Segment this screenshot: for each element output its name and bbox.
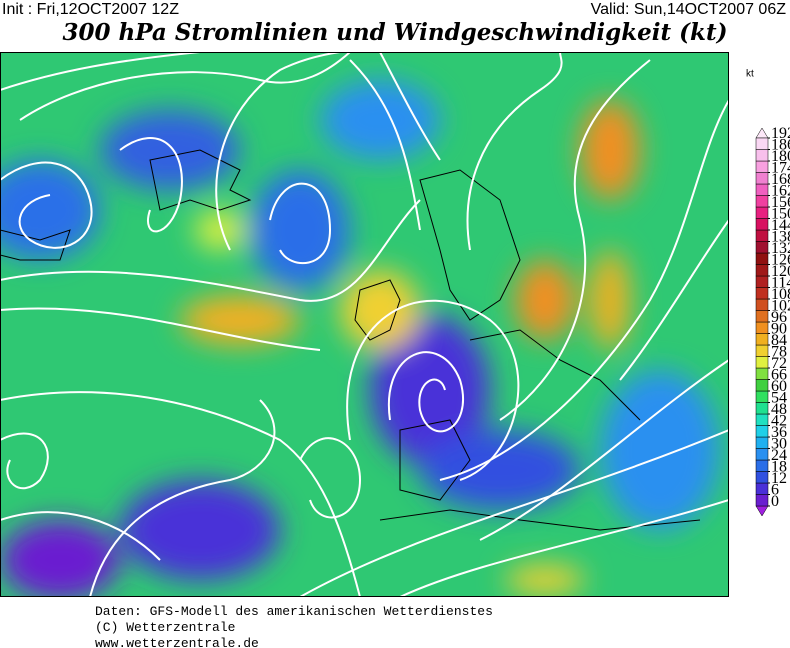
colorbar-band: [755, 287, 769, 300]
colorbar-label: 24: [771, 447, 787, 464]
colorbar-arrow: [755, 127, 769, 139]
colorbar-label: 126: [771, 252, 790, 269]
colorbar-band: [755, 241, 769, 254]
colorbar-label: 120: [771, 263, 790, 280]
colorbar-band: [755, 137, 769, 150]
init-time: Init : Fri,12OCT2007 12Z: [2, 1, 179, 18]
colorbar-band: [755, 471, 769, 484]
colorbar-label: 180: [771, 148, 790, 165]
colorbar-band: [755, 229, 769, 242]
streamlines: [0, 52, 729, 597]
colorbar-label: 0: [771, 493, 779, 510]
colorbar-label: 108: [771, 286, 790, 303]
colorbar-band: [755, 482, 769, 495]
colorbar-label: 72: [771, 355, 787, 372]
map-title: 300 hPa Stromlinien und Windgeschwindigk…: [63, 19, 728, 46]
colorbar-label: 132: [771, 240, 790, 257]
colorbar-label: 84: [771, 332, 787, 349]
colorbar-label: 144: [771, 217, 790, 234]
colorbar-band: [755, 252, 769, 265]
colorbar-label: 60: [771, 378, 787, 395]
colorbar-band: [755, 264, 769, 277]
colorbar-label: 54: [771, 390, 787, 407]
colorbar-band: [755, 459, 769, 472]
colorbar-label: 78: [771, 344, 787, 361]
colorbar-band: [755, 275, 769, 288]
colorbar-band: [755, 333, 769, 346]
colorbar-label: 96: [771, 309, 787, 326]
colorbar-label: 30: [771, 436, 787, 453]
colorbar-label: 66: [771, 367, 787, 384]
colorbar-unit: kt: [746, 69, 754, 80]
colorbar-arrow: [755, 505, 769, 517]
colorbar-band: [755, 218, 769, 231]
colorbar-label: 48: [771, 401, 787, 418]
colorbar-label: 12: [771, 470, 787, 487]
colorbar: 0612182430364248546066727884909610210811…: [755, 125, 790, 517]
colorbar-band: [755, 298, 769, 311]
colorbar-label: 162: [771, 183, 790, 200]
colorbar-band: [755, 344, 769, 357]
colorbar-band: [755, 436, 769, 449]
colorbar-label: 150: [771, 206, 790, 223]
colorbar-label: 90: [771, 321, 787, 338]
colorbar-band: [755, 206, 769, 219]
colorbar-label: 114: [771, 275, 790, 292]
colorbar-band: [755, 160, 769, 173]
colorbar-label: 42: [771, 413, 787, 430]
colorbar-label: 138: [771, 229, 790, 246]
colorbar-band: [755, 390, 769, 403]
colorbar-band: [755, 321, 769, 334]
colorbar-band: [755, 379, 769, 392]
colorbar-band: [755, 356, 769, 369]
colorbar-band: [755, 448, 769, 461]
footer-line: Daten: GFS-Modell des amerikanischen Wet…: [95, 604, 493, 619]
colorbar-label: 6: [771, 482, 779, 499]
map-frame: [0, 52, 729, 597]
map: [0, 52, 729, 597]
colorbar-band: [755, 195, 769, 208]
colorbar-band: [755, 172, 769, 185]
colorbar-band: [755, 183, 769, 196]
footer-line: www.wetterzentrale.de: [95, 636, 259, 648]
valid-time: Valid: Sun,14OCT2007 06Z: [591, 1, 787, 18]
colorbar-band: [755, 402, 769, 415]
colorbar-label: 36: [771, 424, 787, 441]
footer-line: (C) Wetterzentrale: [95, 620, 235, 635]
colorbar-label: 156: [771, 194, 790, 211]
colorbar-band: [755, 425, 769, 438]
colorbar-label: 174: [771, 160, 790, 177]
colorbar-band: [755, 149, 769, 162]
colorbar-band: [755, 367, 769, 380]
colorbar-band: [755, 494, 769, 507]
colorbar-label: 18: [771, 459, 787, 476]
colorbar-band: [755, 310, 769, 323]
colorbar-label: 192: [771, 125, 790, 142]
colorbar-label: 168: [771, 171, 790, 188]
wind-field: [0, 80, 720, 597]
colorbar-label: 186: [771, 137, 790, 154]
colorbar-label: 102: [771, 298, 790, 315]
colorbar-band: [755, 413, 769, 426]
